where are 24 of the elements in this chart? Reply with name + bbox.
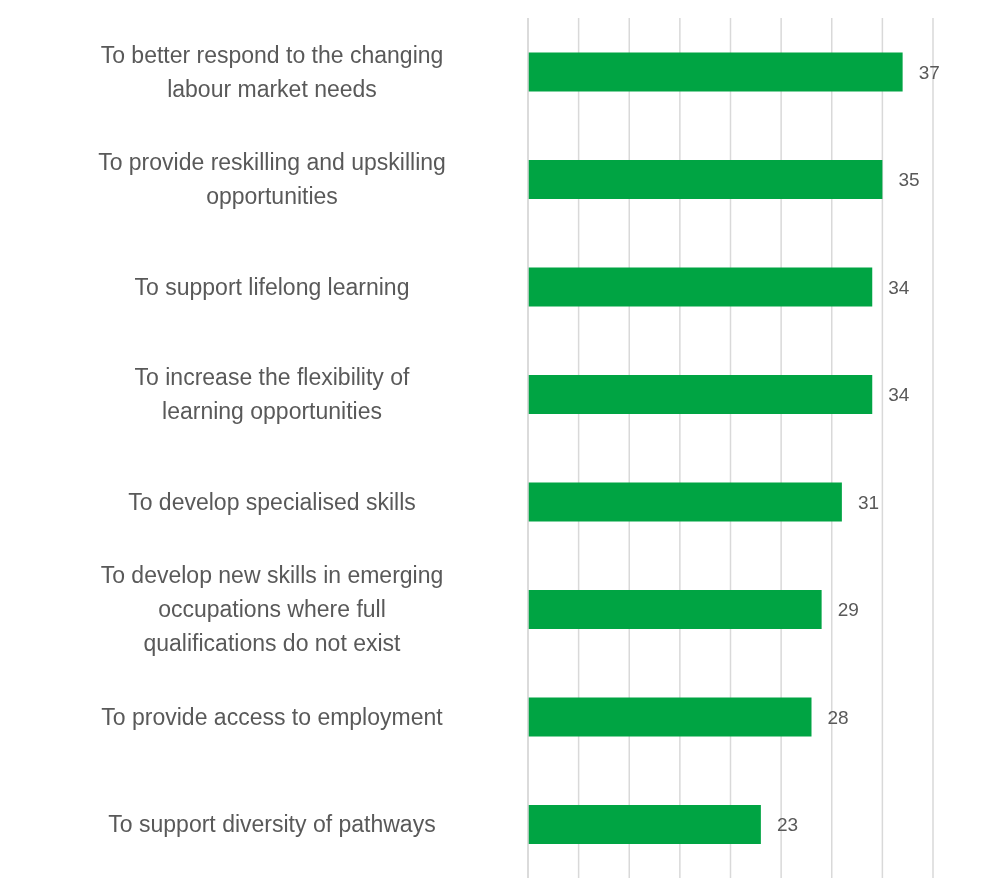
bar bbox=[528, 267, 873, 307]
y-tick-label: To develop specialised skills bbox=[128, 488, 416, 515]
data-label: 29 bbox=[837, 599, 859, 621]
bar bbox=[528, 159, 883, 199]
y-tick-label: To develop new skills in emerging occupations where full qualifications do not exist bbox=[100, 562, 444, 657]
data-label: 35 bbox=[898, 169, 920, 191]
data-label: 37 bbox=[918, 61, 940, 83]
data-label: 34 bbox=[888, 384, 910, 406]
bar bbox=[528, 804, 761, 844]
bar bbox=[528, 482, 842, 522]
data-label: 23 bbox=[776, 814, 799, 836]
y-tick-label: To provide access to employment bbox=[101, 703, 444, 730]
data-label: 28 bbox=[827, 706, 849, 728]
y-tick-label: To support diversity of pathways bbox=[108, 811, 436, 838]
data-label: 31 bbox=[857, 491, 880, 513]
y-tick-label: To support lifelong learning bbox=[134, 273, 410, 300]
bar bbox=[528, 697, 812, 737]
y-tick-label: To provide reskilling and upskilling opportunities bbox=[98, 149, 446, 210]
bar bbox=[528, 589, 822, 629]
bar bbox=[528, 374, 873, 414]
y-tick-label: To increase the flexibility of learning opportunities bbox=[134, 364, 411, 425]
data-label: 34 bbox=[888, 276, 910, 298]
bar bbox=[528, 52, 903, 92]
y-tick-label: To better respond to the changing labour market needs bbox=[100, 41, 444, 102]
